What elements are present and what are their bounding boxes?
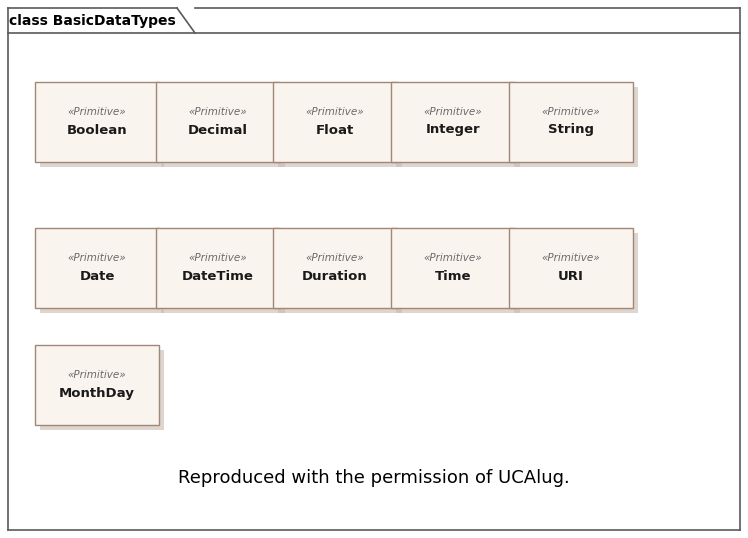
Text: Date: Date [79, 270, 114, 282]
Text: «Primitive»: «Primitive» [67, 370, 126, 380]
FancyBboxPatch shape [40, 233, 164, 313]
Text: «Primitive»: «Primitive» [188, 107, 248, 117]
FancyBboxPatch shape [509, 228, 633, 308]
FancyBboxPatch shape [509, 82, 633, 162]
Text: «Primitive»: «Primitive» [542, 253, 601, 263]
FancyBboxPatch shape [514, 87, 638, 167]
Text: class BasicDataTypes: class BasicDataTypes [9, 13, 176, 27]
Text: «Primitive»: «Primitive» [67, 107, 126, 117]
FancyBboxPatch shape [35, 345, 159, 425]
FancyBboxPatch shape [278, 233, 402, 313]
FancyBboxPatch shape [278, 87, 402, 167]
FancyBboxPatch shape [396, 233, 520, 313]
Text: MonthDay: MonthDay [59, 386, 135, 400]
Text: «Primitive»: «Primitive» [542, 107, 601, 117]
Text: «Primitive»: «Primitive» [423, 253, 482, 263]
FancyBboxPatch shape [391, 82, 515, 162]
FancyBboxPatch shape [161, 87, 285, 167]
Text: Reproduced with the permission of UCAlug.: Reproduced with the permission of UCAlug… [178, 469, 570, 487]
FancyBboxPatch shape [156, 228, 280, 308]
Text: Boolean: Boolean [67, 124, 127, 137]
FancyBboxPatch shape [273, 82, 397, 162]
FancyBboxPatch shape [35, 82, 159, 162]
Text: «Primitive»: «Primitive» [306, 253, 364, 263]
FancyBboxPatch shape [391, 228, 515, 308]
Text: String: String [548, 124, 594, 137]
Text: Duration: Duration [302, 270, 368, 282]
Text: Decimal: Decimal [188, 124, 248, 137]
FancyBboxPatch shape [514, 233, 638, 313]
Text: «Primitive»: «Primitive» [423, 107, 482, 117]
FancyBboxPatch shape [161, 233, 285, 313]
FancyBboxPatch shape [40, 350, 164, 430]
Text: Integer: Integer [426, 124, 480, 137]
Text: Time: Time [435, 270, 471, 282]
FancyBboxPatch shape [35, 228, 159, 308]
FancyBboxPatch shape [156, 82, 280, 162]
FancyBboxPatch shape [40, 87, 164, 167]
Text: URI: URI [558, 270, 584, 282]
Text: «Primitive»: «Primitive» [67, 253, 126, 263]
FancyBboxPatch shape [396, 87, 520, 167]
Text: DateTime: DateTime [182, 270, 254, 282]
Text: «Primitive»: «Primitive» [306, 107, 364, 117]
Text: Float: Float [316, 124, 354, 137]
Text: «Primitive»: «Primitive» [188, 253, 248, 263]
FancyBboxPatch shape [273, 228, 397, 308]
